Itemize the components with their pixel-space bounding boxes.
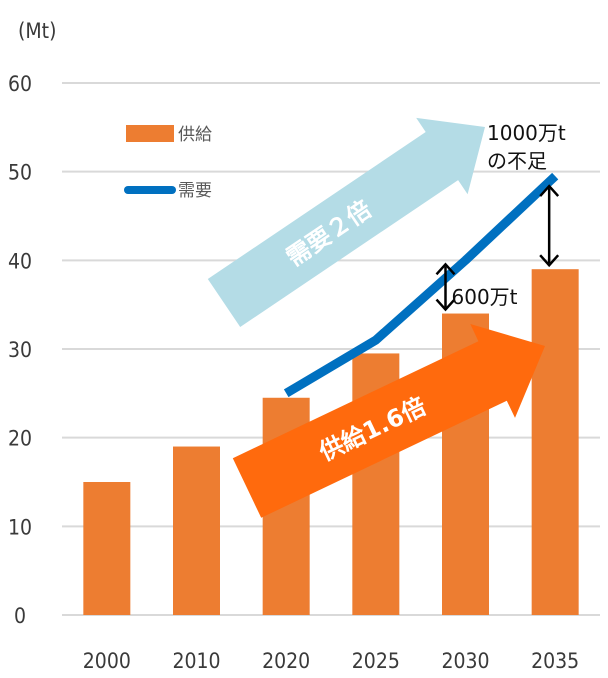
supply-arrow-shape [232,324,546,518]
demand-line [283,172,559,398]
gap-2035-arrow-head-bottom [539,254,560,268]
x-tick-label: 2000 [83,649,131,673]
gap-2035-label-line1: 1000万t [487,121,566,145]
y-tick-label: 60 [8,72,32,96]
legend-supply-label: 供給 [178,125,212,145]
gap-arrows [435,184,560,312]
legend-supply-swatch [126,125,174,142]
x-tick-label: 2010 [172,649,220,673]
gap-2030-arrow-head-top [435,262,456,276]
legend: 供給 需要 [124,125,212,201]
x-tick-label: 2020 [262,649,310,673]
supply-bar [531,269,579,615]
gap-2030-arrow-head-bottom [435,298,456,312]
y-axis-ticks: 0 10 20 30 40 50 60 [8,72,32,628]
y-tick-label: 10 [8,515,32,539]
legend-demand-label: 需要 [178,181,212,201]
supply-bar [173,446,220,615]
gap-2030-label: 600万t [452,285,518,309]
y-tick-label: 30 [8,338,32,362]
demand-growth-arrow: 需要２倍 [207,117,486,328]
x-tick-label: 2030 [441,649,489,673]
y-tick-label: 0 [14,604,26,628]
y-unit-label: (Mt) [18,19,56,43]
gap-2035-label-line2: の不足 [487,149,547,173]
supply-bar [83,482,131,615]
x-axis-ticks: 2000 2010 2020 2025 2030 2035 [83,649,579,673]
y-tick-label: 40 [8,249,32,273]
x-tick-label: 2025 [352,649,400,673]
y-tick-label: 20 [8,427,32,451]
y-tick-label: 50 [8,161,32,185]
demand-arrow-shape [207,117,486,328]
gap-2035-arrow-head-top [539,184,560,197]
x-tick-label: 2035 [531,649,579,673]
